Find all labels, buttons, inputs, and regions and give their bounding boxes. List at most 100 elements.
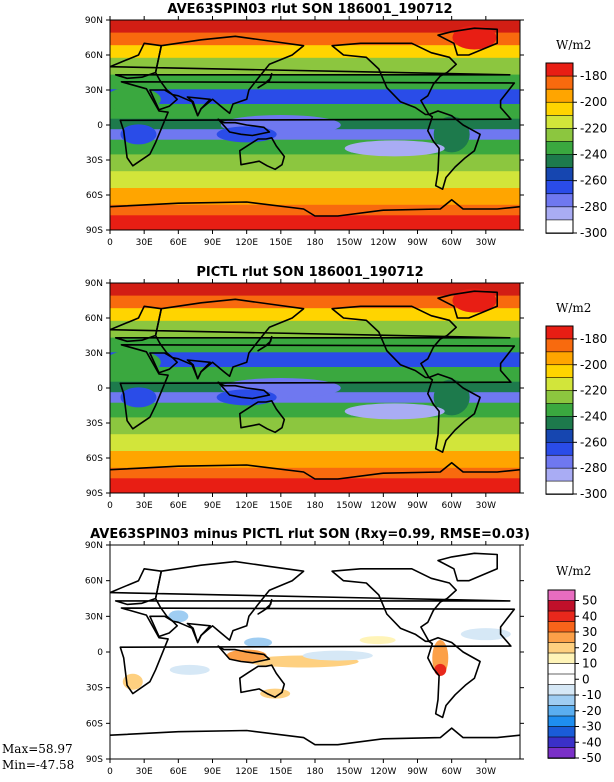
colorbar-frame bbox=[545, 325, 574, 495]
field-band bbox=[110, 45, 520, 59]
coastline-antarctica bbox=[110, 198, 520, 217]
min-value: Min=-47.58 bbox=[2, 758, 75, 772]
field-anomaly bbox=[244, 637, 273, 648]
colorbar-swatch bbox=[545, 480, 574, 495]
coastline-namerica bbox=[331, 305, 458, 379]
colorbar-label: -200 bbox=[580, 95, 607, 109]
colorbar-swatch bbox=[545, 167, 574, 182]
colorbar-swatch bbox=[545, 377, 574, 392]
field-blob bbox=[344, 403, 445, 420]
y-tick-label: 30N bbox=[85, 612, 103, 622]
colorbar-label: -10 bbox=[582, 688, 602, 702]
field-anomaly bbox=[434, 663, 447, 676]
x-tick-label: 60E bbox=[170, 238, 187, 248]
colorbar-swatch bbox=[547, 631, 576, 644]
y-tick-label: 90N bbox=[85, 541, 103, 551]
field-band bbox=[110, 215, 520, 230]
y-tick-label: 90S bbox=[86, 755, 103, 765]
coastline-greenland bbox=[437, 27, 499, 56]
colorbar-swatch bbox=[547, 736, 576, 749]
field-band bbox=[110, 283, 520, 297]
colorbar-swatch bbox=[545, 467, 574, 482]
y-tick-label: 30S bbox=[86, 684, 103, 694]
coastline-australia bbox=[239, 399, 286, 434]
x-tick-label: 120W bbox=[370, 238, 396, 248]
colorbar-label: -30 bbox=[582, 720, 602, 734]
x-tick-label: 60W bbox=[441, 767, 461, 777]
x-tick-label: 120E bbox=[235, 238, 258, 248]
colorbar-swatch bbox=[547, 663, 576, 675]
x-tick-label: 150E bbox=[269, 767, 292, 777]
x-tick-label: 90E bbox=[204, 238, 221, 248]
x-tick-label: 30E bbox=[136, 501, 153, 511]
x-tick-label: 0 bbox=[107, 501, 113, 511]
colorbar-swatch bbox=[545, 206, 574, 221]
field-band bbox=[110, 104, 520, 120]
y-tick-label: 30N bbox=[85, 349, 103, 359]
y-tick-label: 30S bbox=[86, 156, 103, 166]
x-tick-label: 30W bbox=[476, 238, 496, 248]
colorbar-swatch bbox=[547, 705, 576, 717]
x-tick-label: 60W bbox=[441, 238, 461, 248]
coastline-asia bbox=[154, 560, 305, 644]
colorbar-swatch bbox=[545, 62, 574, 77]
colorbar-label: -180 bbox=[580, 69, 607, 83]
x-tick-label: 90W bbox=[407, 501, 427, 511]
panel-3-title: AVE63SPIN03 minus PICTL rlut SON (Rxy=0.… bbox=[90, 527, 530, 542]
x-tick-label: 90E bbox=[204, 767, 221, 777]
field-band bbox=[110, 32, 520, 47]
colorbar-label: -280 bbox=[580, 461, 607, 475]
y-tick-label: 90N bbox=[85, 279, 103, 289]
x-tick-label: 60E bbox=[170, 767, 187, 777]
max-value: Max=58.97 bbox=[2, 742, 73, 756]
field-band bbox=[110, 367, 520, 383]
colorbar-label: -220 bbox=[580, 121, 607, 135]
field-band bbox=[110, 308, 520, 322]
x-tick-label: 60W bbox=[441, 501, 461, 511]
colorbar-label: -180 bbox=[580, 332, 607, 346]
field-blob bbox=[452, 25, 497, 50]
x-tick-label: 150W bbox=[336, 767, 362, 777]
y-tick-label: 30N bbox=[85, 86, 103, 96]
field-blob bbox=[452, 288, 497, 313]
colorbar-swatch bbox=[545, 128, 574, 143]
colorbar-swatch bbox=[545, 390, 574, 405]
coastlines bbox=[110, 552, 520, 746]
colorbar-label: -260 bbox=[580, 174, 607, 188]
panel-3-units: W/m2 bbox=[556, 564, 592, 578]
field-band bbox=[110, 204, 520, 217]
coastline-samerica bbox=[426, 373, 481, 454]
colorbar-label: -280 bbox=[580, 200, 607, 214]
y-tick-label: 60N bbox=[85, 314, 103, 324]
coastline-indonesia bbox=[217, 118, 271, 137]
coastline-japan bbox=[257, 335, 273, 352]
y-tick-label: 30S bbox=[86, 419, 103, 429]
colorbar-label: -240 bbox=[580, 148, 607, 162]
coastlines bbox=[110, 290, 520, 480]
colorbar-swatch bbox=[547, 642, 576, 654]
y-tick-label: 0 bbox=[97, 384, 103, 394]
colorbar-label: -260 bbox=[580, 435, 607, 449]
x-tick-label: 180 bbox=[306, 501, 323, 511]
coastline-arabia bbox=[149, 615, 178, 638]
colorbar-label: -200 bbox=[580, 358, 607, 372]
colorbar-swatch bbox=[545, 429, 574, 444]
y-tick-label: 60N bbox=[85, 577, 103, 587]
coastline-arabia bbox=[149, 89, 178, 111]
x-tick-label: 150E bbox=[269, 238, 292, 248]
coastline-namerica bbox=[331, 42, 458, 116]
field-band bbox=[110, 20, 520, 34]
x-tick-label: 90W bbox=[407, 767, 427, 777]
field-anomaly bbox=[302, 650, 373, 661]
x-tick-label: 30W bbox=[476, 767, 496, 777]
colorbar-swatch bbox=[545, 101, 574, 117]
field-band bbox=[110, 478, 520, 493]
x-tick-label: 150E bbox=[269, 501, 292, 511]
x-tick-label: 30E bbox=[136, 767, 153, 777]
colorbar-swatch bbox=[547, 621, 576, 633]
coastline-africa bbox=[119, 607, 516, 695]
map-field-2 bbox=[110, 283, 520, 493]
colorbar-swatch bbox=[545, 75, 574, 90]
colorbar-swatch bbox=[545, 351, 574, 366]
